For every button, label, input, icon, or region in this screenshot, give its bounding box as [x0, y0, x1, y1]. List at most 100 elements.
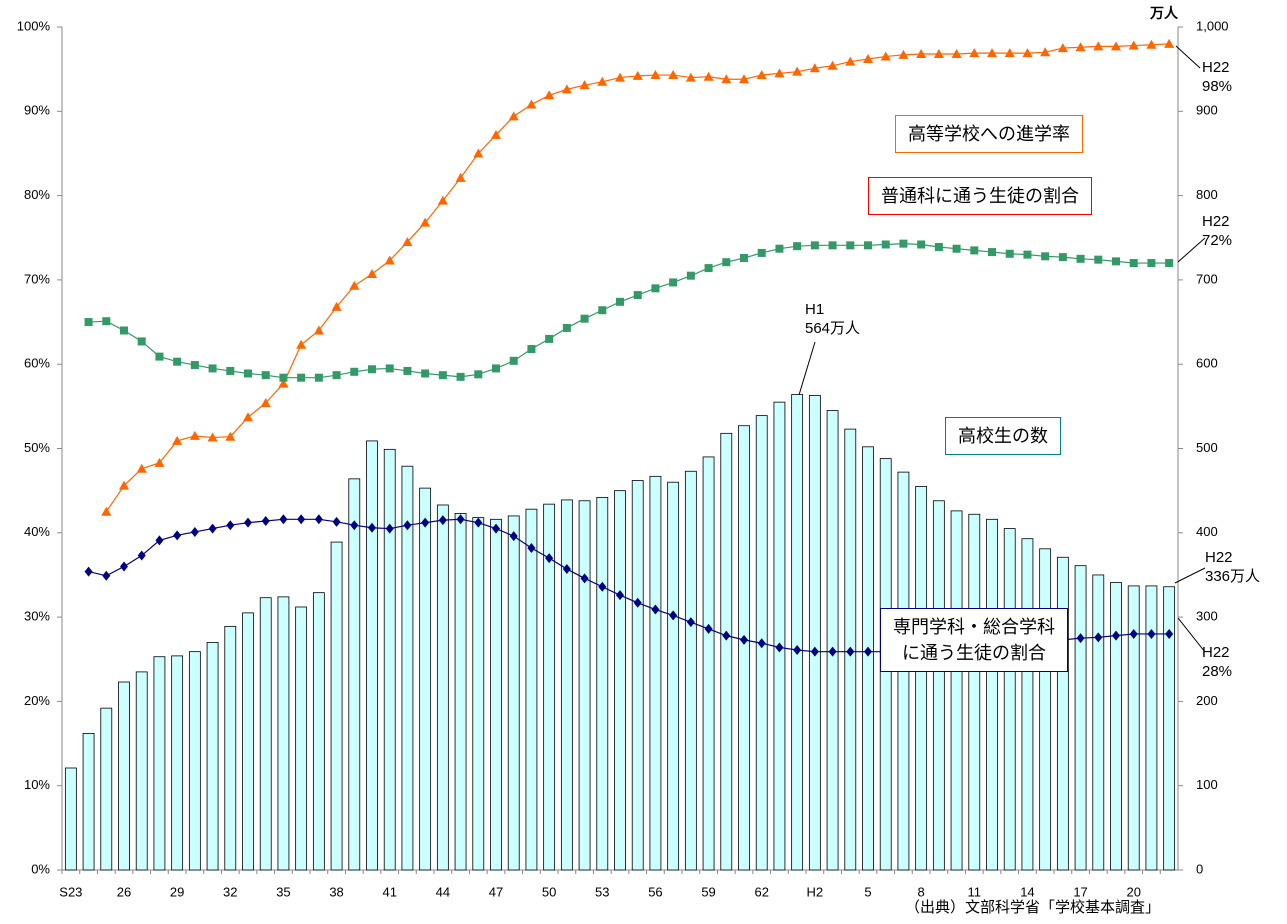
- marker: [137, 550, 146, 561]
- x-tick-label: 56: [648, 884, 662, 899]
- marker: [651, 284, 660, 293]
- series-label: 専門学科・総合学科 に通う生徒の割合: [880, 608, 1068, 672]
- bar: [1074, 565, 1087, 871]
- y2-tick-label: 300: [1196, 609, 1218, 624]
- bar: [791, 394, 804, 871]
- bar: [330, 541, 343, 871]
- marker: [474, 370, 483, 379]
- bar: [614, 490, 626, 871]
- marker: [349, 280, 360, 290]
- marker: [1094, 255, 1103, 264]
- marker: [685, 72, 696, 82]
- leader-line: [1177, 617, 1206, 653]
- annotation: H1 564万人: [805, 301, 861, 337]
- marker: [703, 71, 714, 81]
- bar: [1003, 528, 1016, 871]
- y-tick-label: 20%: [24, 693, 50, 708]
- marker: [880, 51, 891, 61]
- marker: [792, 66, 803, 76]
- marker: [651, 604, 660, 615]
- marker: [933, 48, 944, 58]
- bar: [543, 503, 556, 871]
- marker: [492, 523, 500, 534]
- y-tick-label: 70%: [24, 271, 50, 286]
- marker: [686, 617, 695, 628]
- marker: [827, 60, 838, 70]
- bar: [525, 508, 538, 871]
- marker: [509, 356, 518, 365]
- y2-tick-label: 500: [1196, 440, 1218, 455]
- bar: [773, 401, 786, 871]
- bar: [472, 517, 485, 871]
- marker: [828, 646, 837, 657]
- marker: [1112, 257, 1120, 266]
- marker: [437, 195, 448, 205]
- bar: [808, 394, 821, 871]
- marker: [278, 378, 289, 388]
- marker: [650, 70, 661, 80]
- bar: [738, 425, 750, 871]
- bar: [454, 513, 467, 871]
- bar: [206, 641, 219, 871]
- marker: [1004, 48, 1015, 58]
- bar: [436, 504, 449, 871]
- marker: [527, 542, 536, 553]
- bar: [242, 612, 254, 871]
- marker: [279, 514, 288, 525]
- marker: [350, 367, 359, 376]
- marker: [491, 129, 501, 139]
- bar: [1092, 574, 1105, 871]
- annotation: H22 336万人: [1205, 549, 1261, 585]
- x-tick-label: 26: [117, 884, 131, 899]
- marker: [155, 352, 164, 361]
- bar: [312, 592, 325, 871]
- x-tick-label: 20: [1126, 884, 1140, 899]
- bar: [295, 606, 308, 871]
- marker: [102, 317, 111, 326]
- marker: [190, 526, 199, 537]
- marker: [456, 514, 465, 525]
- marker: [1040, 47, 1051, 57]
- marker: [615, 72, 625, 82]
- bar: [188, 651, 201, 871]
- marker: [616, 590, 624, 601]
- marker: [616, 297, 624, 306]
- marker: [261, 515, 270, 526]
- y-tick-label: 80%: [24, 187, 50, 202]
- marker: [402, 236, 413, 246]
- marker: [722, 630, 731, 641]
- bar: [82, 733, 95, 871]
- marker: [899, 239, 908, 248]
- marker: [704, 264, 713, 273]
- marker: [757, 638, 766, 649]
- marker: [172, 435, 183, 445]
- x-tick-label: H2: [807, 884, 824, 899]
- marker: [562, 564, 571, 575]
- marker: [722, 258, 731, 267]
- bar: [64, 767, 77, 871]
- marker: [686, 271, 695, 280]
- bar: [348, 478, 361, 871]
- bar: [1039, 548, 1052, 871]
- marker: [987, 48, 997, 58]
- bar: [968, 513, 981, 871]
- marker: [526, 99, 537, 109]
- x-tick-label: 53: [595, 884, 609, 899]
- marker: [1146, 39, 1157, 49]
- marker: [1165, 628, 1174, 639]
- marker: [1147, 628, 1156, 639]
- x-tick-label: 47: [489, 884, 503, 899]
- y2-tick-label: 400: [1196, 524, 1218, 539]
- bar: [224, 625, 237, 871]
- marker: [1041, 252, 1050, 261]
- bar: [1127, 585, 1140, 871]
- marker: [810, 646, 819, 657]
- marker: [1111, 41, 1121, 51]
- bar: [702, 456, 715, 871]
- marker: [917, 240, 926, 249]
- marker: [261, 371, 270, 380]
- marker: [951, 48, 962, 58]
- marker: [421, 517, 430, 528]
- marker: [438, 371, 447, 380]
